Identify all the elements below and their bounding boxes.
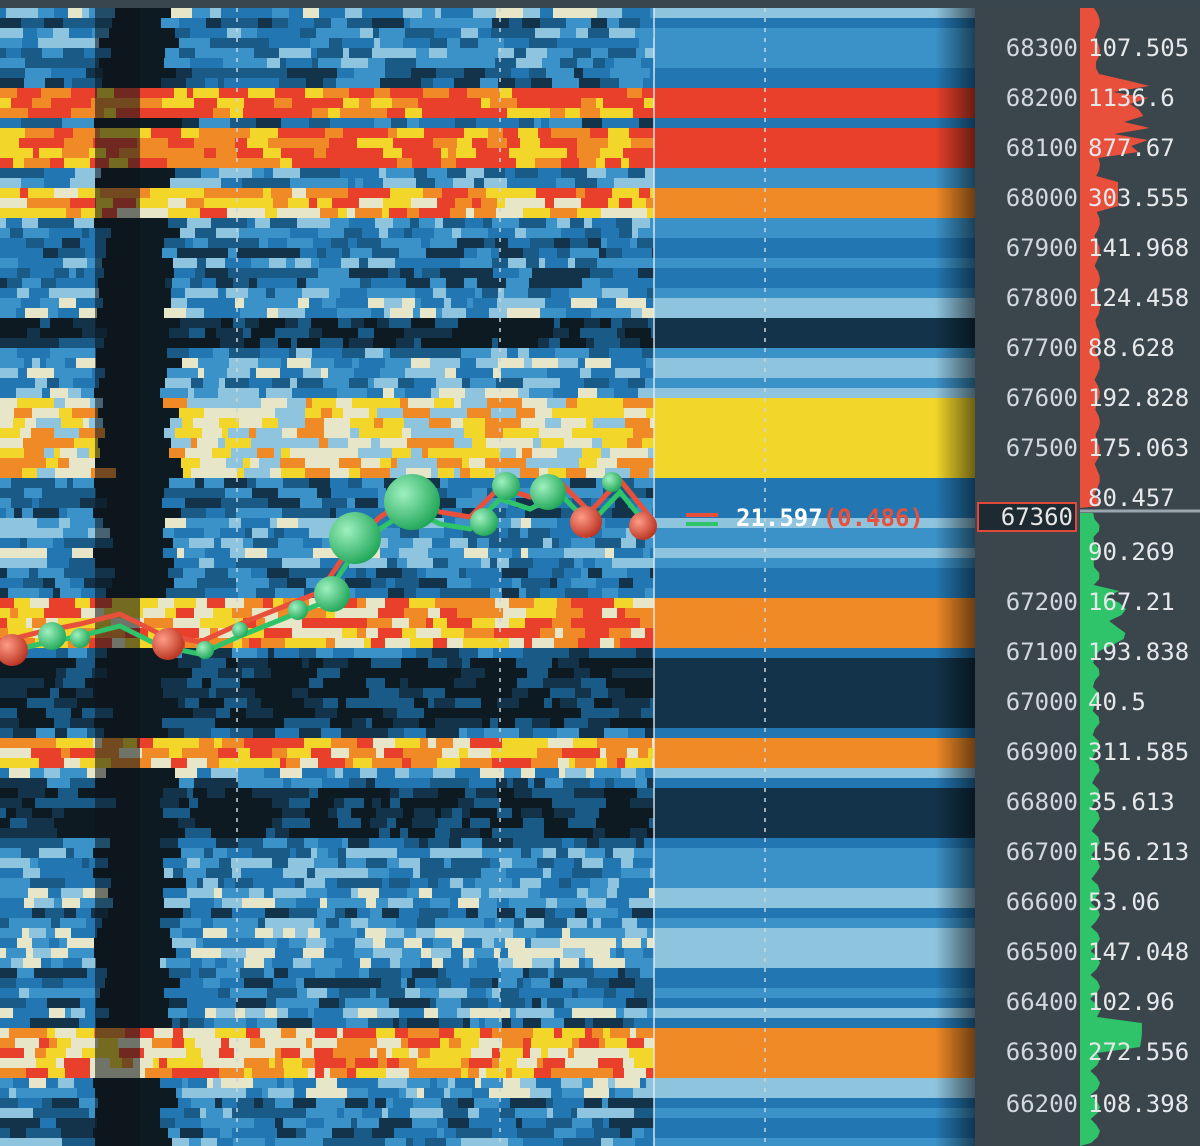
bid-volume-profile bbox=[1080, 513, 1142, 1146]
price-tick-67600: 67600 bbox=[1005, 384, 1078, 412]
volume-value: 88.628 bbox=[1088, 334, 1175, 362]
buy-trade-bubble[interactable] bbox=[196, 641, 214, 659]
sell-trade-bubble[interactable] bbox=[570, 506, 602, 538]
buy-trade-bubble[interactable] bbox=[38, 622, 66, 650]
buy-trade-bubble[interactable] bbox=[470, 508, 498, 536]
volume-value: 53.06 bbox=[1088, 888, 1161, 916]
ask-volume-profile bbox=[1080, 8, 1150, 508]
price-tick-66400: 66400 bbox=[1005, 988, 1078, 1016]
price-tick-67500: 67500 bbox=[1005, 434, 1078, 462]
buy-trade-bubble[interactable] bbox=[288, 600, 308, 620]
current-price-marker: 67360 bbox=[977, 502, 1077, 532]
volume-profile-panel: 107.505 1136.6 877.67 303.555 141.968 124.458… bbox=[1080, 8, 1200, 1146]
volume-value: 35.613 bbox=[1088, 788, 1175, 816]
price-tick-66800: 66800 bbox=[1005, 788, 1078, 816]
price-tick-67000: 67000 bbox=[1005, 688, 1078, 716]
heatmap-bands bbox=[0, 8, 975, 1146]
price-tick-67200: 67200 bbox=[1005, 588, 1078, 616]
volume-value: 1136.6 bbox=[1088, 84, 1175, 112]
buy-trade-bubble[interactable] bbox=[314, 576, 350, 612]
volume-value: 175.063 bbox=[1088, 434, 1190, 462]
buy-trade-bubble[interactable] bbox=[492, 472, 520, 500]
volume-value: 108.398 bbox=[1088, 1090, 1190, 1118]
price-readout: 21.597(0.486) bbox=[686, 503, 924, 533]
time-gridlines bbox=[236, 8, 766, 1146]
volume-value: 124.458 bbox=[1088, 284, 1190, 312]
price-tick-68200: 68200 bbox=[1005, 84, 1078, 112]
buy-trade-bubble[interactable] bbox=[530, 474, 566, 510]
price-tick-67100: 67100 bbox=[1005, 638, 1078, 666]
volume-value: 147.048 bbox=[1088, 938, 1190, 966]
volume-value: 303.555 bbox=[1088, 184, 1190, 212]
price-tick-68100: 68100 bbox=[1005, 134, 1078, 162]
price-tick-67800: 67800 bbox=[1005, 284, 1078, 312]
readout-value: 21.597 bbox=[736, 504, 823, 532]
volume-value: 193.838 bbox=[1088, 638, 1190, 666]
sell-trade-bubble[interactable] bbox=[152, 628, 184, 660]
price-tick-68000: 68000 bbox=[1005, 184, 1078, 212]
sell-trade-bubble[interactable] bbox=[629, 512, 657, 540]
price-tick-66300: 66300 bbox=[1005, 1038, 1078, 1066]
liquidity-heatmap[interactable] bbox=[0, 8, 975, 1146]
price-tick-67700: 67700 bbox=[1005, 334, 1078, 362]
buy-trade-bubble[interactable] bbox=[384, 474, 440, 530]
volume-value: 272.556 bbox=[1088, 1038, 1190, 1066]
volume-value: 40.5 bbox=[1088, 688, 1146, 716]
bid-ask-equals-icon bbox=[686, 509, 720, 529]
volume-value: 877.67 bbox=[1088, 134, 1175, 162]
volume-value: 167.21 bbox=[1088, 588, 1175, 616]
volume-value: 80.457 bbox=[1088, 484, 1175, 512]
price-tick-66700: 66700 bbox=[1005, 838, 1078, 866]
buy-trade-bubble[interactable] bbox=[232, 622, 248, 638]
volume-value: 141.968 bbox=[1088, 234, 1190, 262]
right-edge-shade bbox=[935, 8, 975, 1146]
top-bar bbox=[0, 0, 1200, 8]
volume-value: 311.585 bbox=[1088, 738, 1190, 766]
volume-profile-bars bbox=[1080, 8, 1200, 1146]
readout-delta: (0.486) bbox=[822, 504, 924, 532]
buy-trade-bubble[interactable] bbox=[329, 512, 381, 564]
price-tick-66500: 66500 bbox=[1005, 938, 1078, 966]
price-tick-66200: 66200 bbox=[1005, 1090, 1078, 1118]
volume-value: 90.269 bbox=[1088, 538, 1175, 566]
price-tick-67900: 67900 bbox=[1005, 234, 1078, 262]
volume-value: 107.505 bbox=[1088, 34, 1190, 62]
price-axis[interactable]: 68300 68200 68100 68000 67900 67800 67700 67600… bbox=[975, 8, 1080, 1146]
volume-value: 156.213 bbox=[1088, 838, 1190, 866]
price-tick-66900: 66900 bbox=[1005, 738, 1078, 766]
volume-value: 192.828 bbox=[1088, 384, 1190, 412]
trade-bubbles bbox=[0, 472, 657, 666]
buy-trade-bubble[interactable] bbox=[70, 628, 90, 648]
sell-trade-bubble[interactable] bbox=[0, 634, 28, 666]
price-tick-68300: 68300 bbox=[1005, 34, 1078, 62]
volume-value: 102.96 bbox=[1088, 988, 1175, 1016]
price-tick-66600: 66600 bbox=[1005, 888, 1078, 916]
buy-trade-bubble[interactable] bbox=[602, 472, 622, 492]
